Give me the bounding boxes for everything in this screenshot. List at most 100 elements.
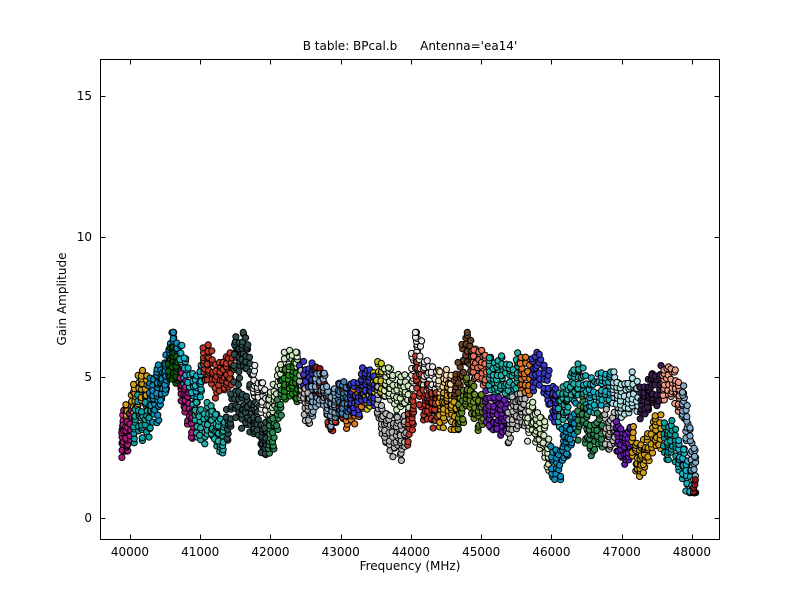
data-point xyxy=(276,400,284,409)
data-point xyxy=(683,401,691,410)
data-point xyxy=(463,328,471,336)
data-point xyxy=(203,360,211,368)
data-point xyxy=(208,347,216,355)
data-point xyxy=(454,379,463,387)
data-point xyxy=(467,336,475,345)
data-point xyxy=(617,425,625,433)
data-point xyxy=(401,371,409,379)
data-point xyxy=(192,398,200,406)
data-point xyxy=(671,366,679,374)
data-point xyxy=(196,393,204,401)
data-point xyxy=(574,436,582,444)
data-point xyxy=(442,365,450,374)
data-point xyxy=(232,414,240,422)
data-point xyxy=(514,349,522,357)
data-point xyxy=(234,380,243,389)
data-point xyxy=(408,426,416,434)
data-point xyxy=(545,366,553,375)
data-point xyxy=(410,392,418,400)
data-point xyxy=(683,413,691,421)
data-point xyxy=(657,411,665,419)
data-point xyxy=(508,393,516,401)
data-point xyxy=(245,353,254,361)
data-point xyxy=(428,363,437,371)
data-point xyxy=(138,366,147,374)
scatter-points xyxy=(118,328,700,497)
data-point xyxy=(204,341,212,349)
data-point xyxy=(251,361,259,369)
data-point xyxy=(377,359,385,367)
data-point xyxy=(177,349,185,357)
x-tick-label: 48000 xyxy=(672,545,711,559)
data-point xyxy=(590,401,598,409)
data-point xyxy=(470,382,478,390)
data-point xyxy=(212,410,220,418)
data-point xyxy=(628,368,636,376)
data-point xyxy=(485,354,493,362)
data-point xyxy=(384,364,393,372)
data-point xyxy=(277,411,285,419)
y-tick-label: 15 xyxy=(76,89,92,104)
data-point xyxy=(636,415,644,423)
data-point xyxy=(586,442,594,450)
axis-ticks xyxy=(101,60,719,539)
data-point xyxy=(691,476,700,484)
data-point xyxy=(292,348,300,356)
axes-frame xyxy=(100,59,720,540)
data-point xyxy=(643,403,652,411)
x-tick-label: 43000 xyxy=(321,545,360,559)
data-point xyxy=(389,371,397,379)
data-point xyxy=(415,401,423,409)
data-point xyxy=(660,419,668,427)
data-point xyxy=(690,444,698,452)
data-point xyxy=(535,350,543,358)
data-point xyxy=(639,469,647,477)
chart-title: B table: BPcal.b Antenna='ea14' xyxy=(302,39,518,53)
data-point xyxy=(259,379,267,387)
data-point xyxy=(238,424,246,432)
data-point xyxy=(686,432,694,440)
data-point xyxy=(478,346,486,354)
data-point xyxy=(439,424,447,432)
data-point xyxy=(146,424,154,432)
data-point xyxy=(320,369,328,377)
data-point xyxy=(416,352,424,360)
data-point xyxy=(242,392,250,400)
data-point xyxy=(554,405,563,413)
data-point xyxy=(521,395,529,403)
x-tick-label: 44000 xyxy=(391,545,431,559)
data-point xyxy=(276,361,285,369)
data-point xyxy=(651,412,659,420)
data-point xyxy=(633,377,641,385)
data-point xyxy=(389,453,397,461)
data-point xyxy=(201,440,209,448)
data-point xyxy=(242,334,250,342)
data-point xyxy=(680,382,688,390)
data-point xyxy=(579,364,587,372)
data-point xyxy=(524,437,532,445)
x-tick-label: 45000 xyxy=(462,545,501,559)
x-axis-label: Frequency (MHz) xyxy=(359,559,461,573)
data-point xyxy=(377,401,386,410)
data-point xyxy=(541,418,549,426)
data-point xyxy=(574,360,582,368)
data-point xyxy=(404,438,412,446)
data-point xyxy=(184,364,192,372)
data-point xyxy=(629,423,638,431)
data-point xyxy=(459,415,467,423)
data-point xyxy=(629,429,637,437)
y-tick-label: 10 xyxy=(76,229,92,244)
x-tick-label: 40000 xyxy=(110,545,150,559)
data-point xyxy=(686,424,694,432)
data-point xyxy=(672,425,680,433)
data-point xyxy=(674,378,683,386)
data-point xyxy=(556,472,565,480)
data-point xyxy=(429,424,437,432)
data-point xyxy=(254,415,262,423)
data-point xyxy=(536,413,544,421)
data-point xyxy=(506,361,514,369)
data-point xyxy=(591,445,599,454)
x-tick-label: 47000 xyxy=(602,545,641,559)
data-point xyxy=(340,378,348,386)
